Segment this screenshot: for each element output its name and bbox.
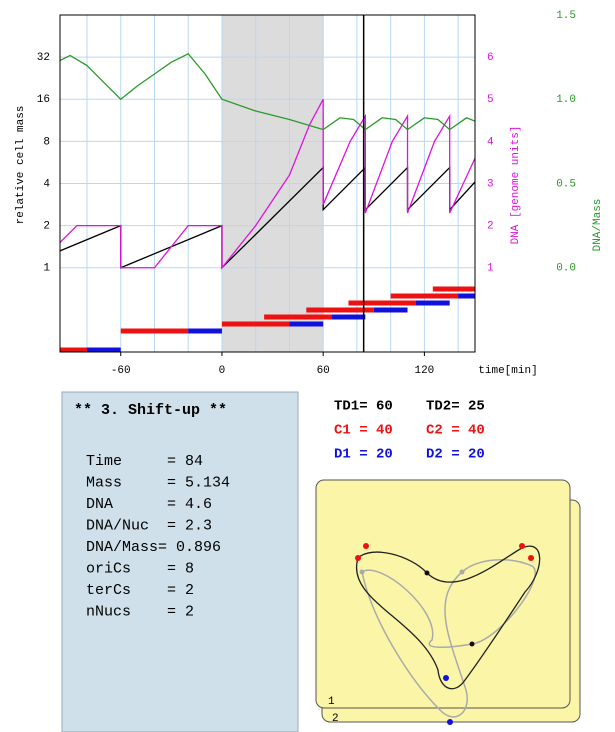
y-axis-label: DNA [genome units]	[510, 126, 522, 245]
y-tick-label: 2	[43, 221, 50, 233]
c-period-bar	[391, 294, 458, 299]
param: TD2= 25	[426, 399, 485, 415]
c-period-bar	[433, 287, 500, 292]
card-label: 1	[328, 696, 335, 708]
d-period-bar	[332, 315, 366, 320]
dot	[460, 570, 465, 575]
c-period-bar	[222, 322, 289, 327]
y-tick-label: 1	[43, 263, 50, 275]
x-tick-label: -60	[111, 365, 131, 377]
c-period-bar	[264, 315, 331, 320]
panel-line: DNA/Mass= 0.896	[86, 539, 221, 556]
y-tick-label: 16	[37, 94, 50, 106]
dot	[470, 642, 475, 647]
panel-title: ** 3. Shift-up **	[74, 402, 227, 419]
dot	[360, 570, 365, 575]
y-axis-label: DNA/Mass	[592, 199, 604, 252]
x-tick-label: 0	[219, 365, 226, 377]
y-tick-label: 4	[487, 136, 494, 148]
panel-line: terCs = 2	[86, 582, 194, 599]
y-tick-label: 5	[487, 94, 494, 106]
param: D2 = 20	[426, 447, 485, 463]
x-axis-label: time[min]	[478, 365, 537, 377]
c-period-bar	[348, 301, 415, 306]
dot	[355, 555, 361, 561]
param: TD1= 60	[334, 399, 393, 415]
panel-line: Time = 84	[86, 453, 203, 470]
panel-line: oriCs = 8	[86, 560, 194, 577]
y-axis-label: relative cell mass	[15, 106, 27, 225]
screen: -60060120time[min]12481632relative cell …	[0, 0, 615, 732]
y-tick-label: 3	[487, 178, 494, 190]
dot	[363, 543, 369, 549]
dot	[425, 571, 430, 576]
x-tick-label: 120	[414, 365, 434, 377]
page: Cell cycle simulation body { margin: 0; …	[0, 0, 615, 732]
y-tick-label: 1.5	[556, 10, 576, 22]
y-tick-label: 1.0	[556, 94, 576, 106]
y-tick-label: 4	[43, 178, 50, 190]
dot	[519, 543, 525, 549]
dot	[528, 555, 534, 561]
param: D1 = 20	[334, 447, 393, 463]
y-tick-label: 0.0	[556, 263, 576, 275]
d-period-bar	[500, 287, 534, 292]
y-tick-label: 1	[487, 263, 494, 275]
c-period-bar	[121, 329, 188, 334]
d-period-bar	[374, 308, 408, 313]
y-tick-label: 2	[487, 221, 494, 233]
d-period-bar	[289, 322, 323, 327]
card-label: 2	[332, 713, 339, 725]
dot	[447, 719, 453, 725]
x-tick-label: 60	[317, 365, 330, 377]
param: C1 = 40	[334, 423, 393, 439]
panel-line: DNA = 4.6	[86, 496, 212, 513]
d-period-bar	[188, 329, 222, 334]
y-tick-label: 0.5	[556, 178, 576, 190]
panel-line: DNA/Nuc = 2.3	[86, 517, 212, 534]
card-front	[316, 480, 570, 708]
params: TD1= 60 TD2= 25 C1 = 40 C2 = 40 D1 = 20 D2 = …	[334, 399, 485, 463]
body: {"chart_data": {"type": "line", "xlim": …	[0, 0, 615, 732]
param: C2 = 40	[426, 423, 485, 439]
d-period-bar	[416, 301, 450, 306]
cycle-cards: 2 1	[316, 480, 580, 725]
panel-line: nNucs = 2	[86, 603, 194, 620]
y-tick-label: 32	[37, 52, 50, 64]
y-tick-label: 8	[43, 136, 50, 148]
y-tick-label: 6	[487, 52, 494, 64]
dot	[443, 675, 449, 681]
panel-line: Mass = 5.134	[86, 474, 230, 491]
